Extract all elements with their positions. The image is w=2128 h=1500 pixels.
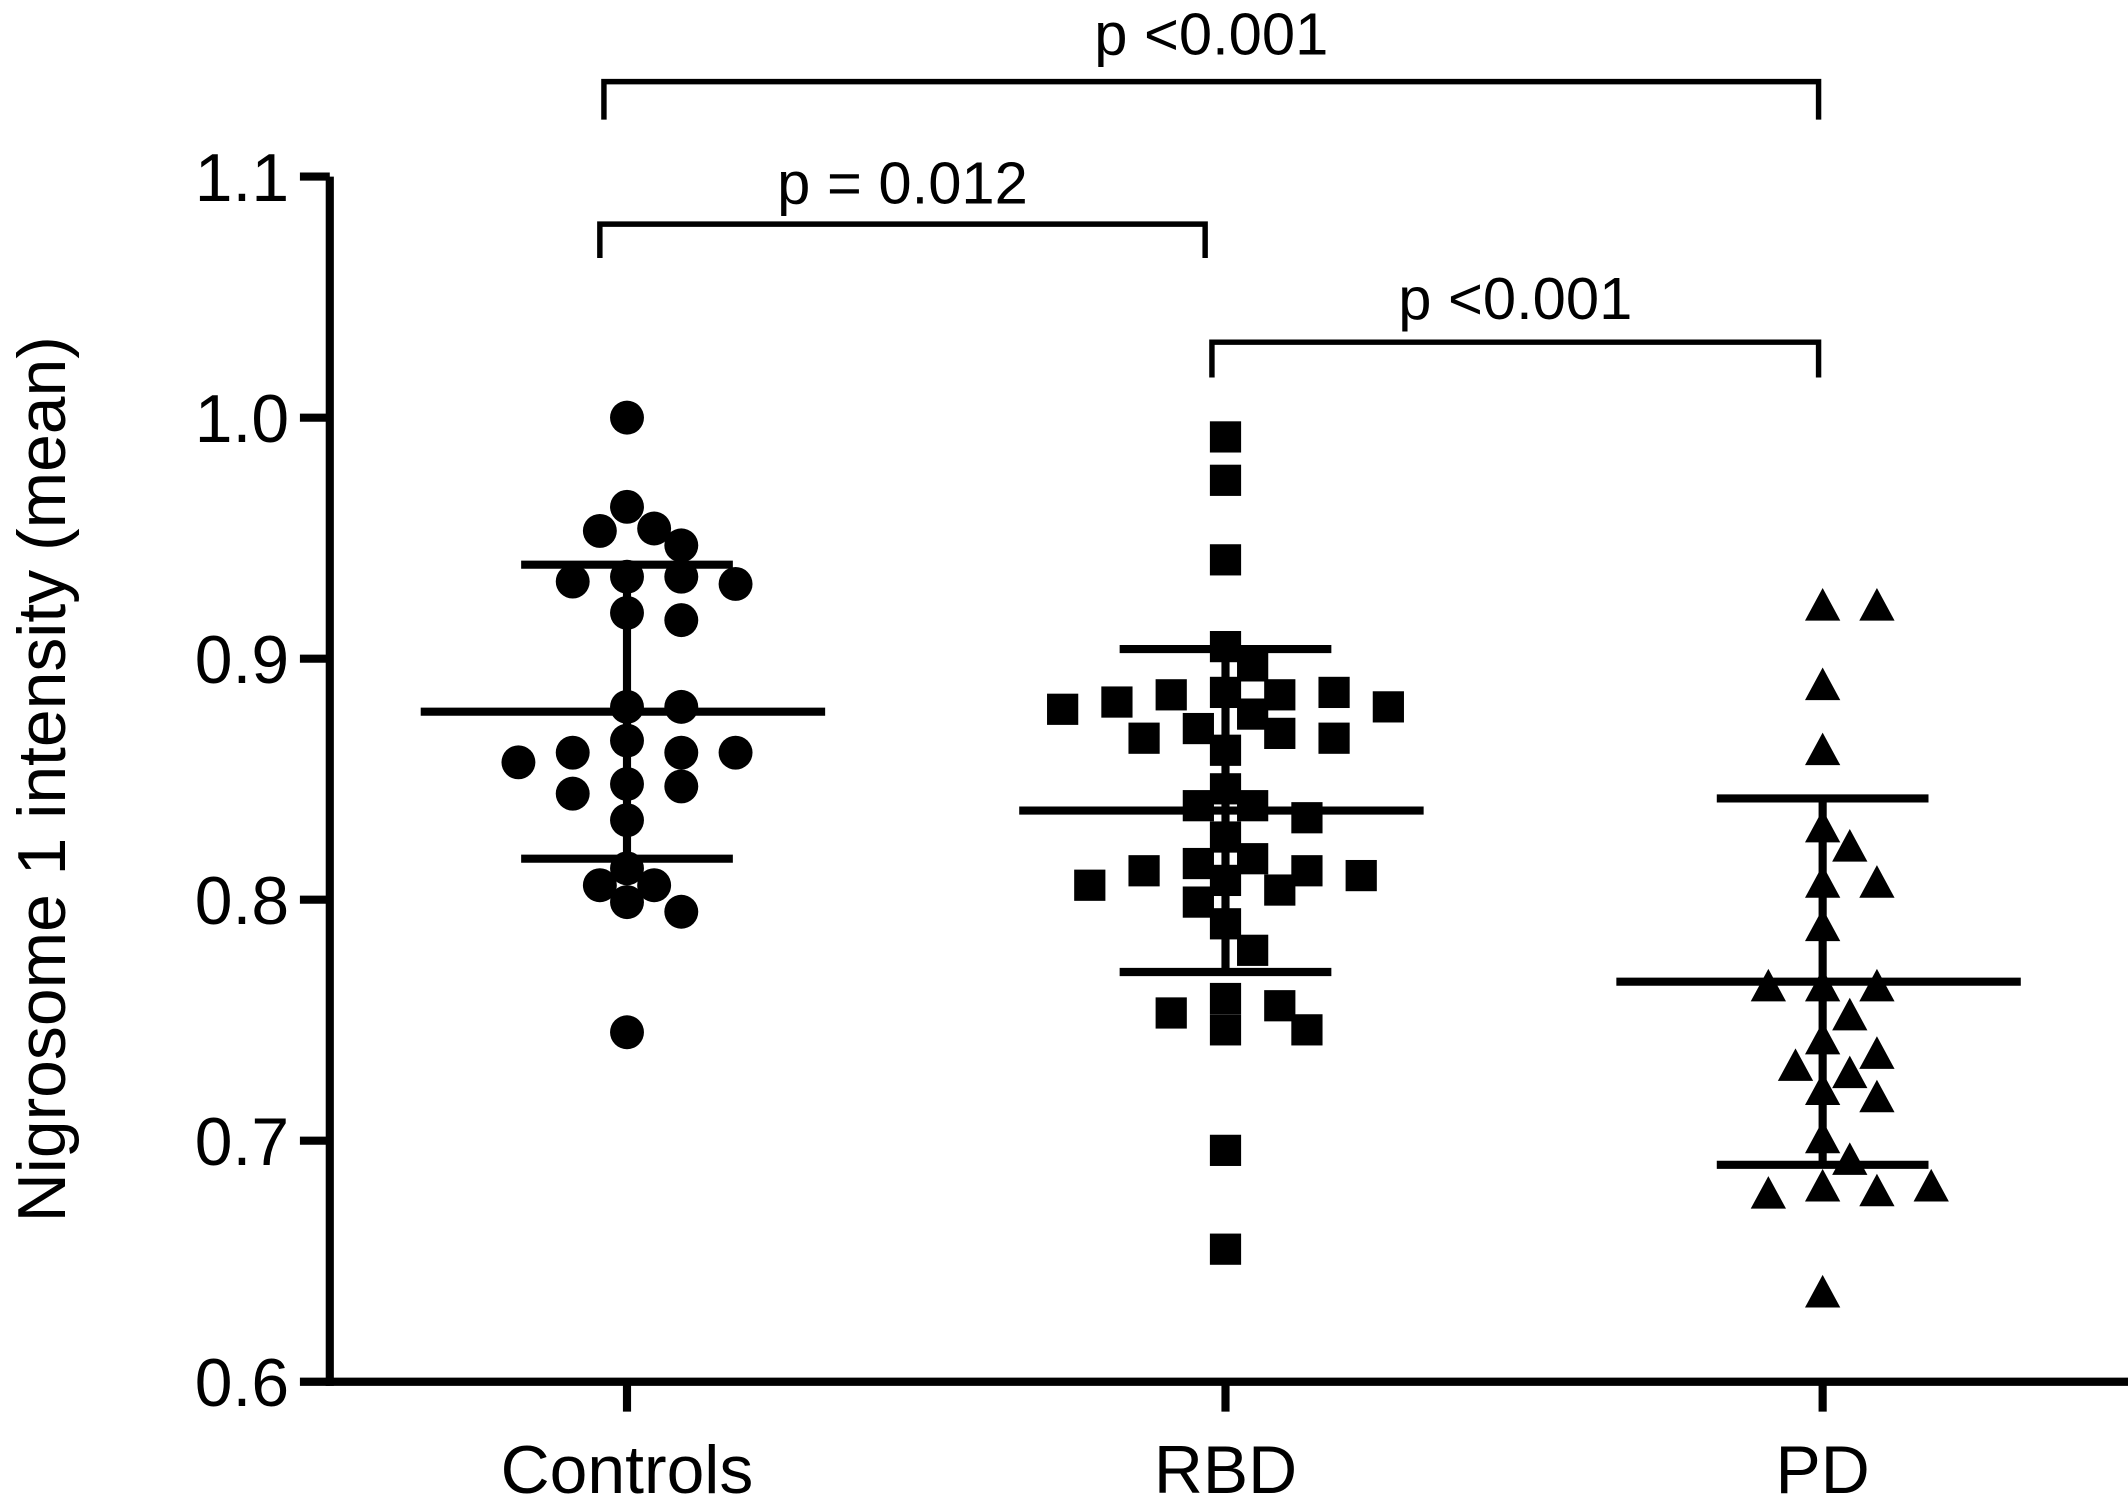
data-point [1264, 679, 1296, 711]
p-value: p <0.001 [1094, 0, 1328, 67]
data-point [1859, 1173, 1895, 1207]
data-point [1318, 722, 1350, 754]
data-point [664, 689, 699, 724]
y-tick-label: 0.8 [195, 864, 289, 939]
y-tick-label: 0.7 [195, 1105, 289, 1180]
x-tick-label: Controls [501, 1433, 754, 1500]
data-point [1182, 847, 1214, 880]
data-point [1832, 997, 1868, 1031]
data-point [1832, 829, 1868, 862]
data-point [610, 400, 644, 435]
data-point [1074, 869, 1106, 901]
data-point [1209, 421, 1242, 453]
data-point [664, 528, 699, 563]
data-point [1805, 732, 1841, 766]
data-point [1128, 722, 1160, 754]
data-point [555, 564, 590, 599]
data-point [1237, 934, 1269, 966]
data-point [1101, 686, 1133, 718]
significance-bracket [597, 221, 1208, 259]
data-point [718, 735, 753, 770]
data-point [1750, 1176, 1786, 1209]
data-point [1237, 790, 1269, 822]
data-point [637, 868, 672, 903]
data-point [610, 1015, 644, 1050]
data-point [1805, 1168, 1841, 1202]
data-point [1237, 650, 1269, 682]
data-point [1209, 982, 1242, 1015]
significance-bracket [601, 78, 1822, 120]
data-point [1372, 691, 1404, 723]
data-point [1237, 843, 1269, 875]
data-point [555, 735, 590, 770]
data-point [582, 868, 617, 903]
data-point [1209, 1233, 1242, 1265]
data-point [664, 894, 699, 929]
data-point [1155, 997, 1187, 1029]
data-point [610, 885, 644, 920]
data-point [555, 776, 590, 811]
data-point [1264, 874, 1296, 906]
p-value: p <0.001 [1398, 265, 1632, 332]
significance-bracket [1209, 339, 1822, 378]
data-point [637, 511, 672, 546]
data-point [1047, 693, 1079, 725]
data-point [610, 489, 644, 524]
data-point [1913, 1168, 1949, 1202]
data-point [1318, 676, 1350, 709]
data-point [1859, 1036, 1895, 1069]
x-tick-label: RBD [1154, 1433, 1297, 1500]
data-point [1859, 1079, 1895, 1113]
y-axis-label: Nigrosome 1 intensity (mean) [5, 336, 80, 1222]
data-point [1182, 790, 1214, 822]
y-tick-label: 1.1 [195, 141, 289, 216]
data-point [1345, 859, 1377, 892]
data-point [1805, 587, 1841, 621]
data-point [1832, 1055, 1868, 1089]
x-tick-label: PD [1776, 1433, 1870, 1500]
data-point [1859, 587, 1895, 621]
y-tick-label: 1.0 [195, 382, 289, 457]
data-point [1264, 990, 1296, 1022]
p-value: p = 0.012 [777, 150, 1028, 217]
data-point [1128, 855, 1160, 887]
data-point [1182, 886, 1214, 918]
data-point [582, 513, 617, 548]
data-point [718, 566, 753, 601]
data-point [1832, 1142, 1868, 1175]
data-point [1182, 712, 1214, 745]
data-point [664, 735, 699, 770]
data-point [1237, 698, 1269, 730]
data-point [1209, 1134, 1242, 1166]
data-point [1859, 865, 1895, 898]
data-point [664, 769, 699, 804]
data-point [664, 603, 699, 638]
data-point [1805, 667, 1841, 701]
data-point [1209, 1014, 1242, 1046]
data-point [1209, 464, 1242, 496]
data-point [501, 745, 536, 780]
data-point [1209, 544, 1242, 576]
y-tick-label: 0.9 [195, 623, 289, 698]
data-point [1777, 1048, 1814, 1081]
data-point [1291, 855, 1323, 887]
data-point [1291, 1014, 1323, 1046]
data-point [1805, 1274, 1841, 1308]
data-point [1264, 717, 1296, 749]
data-point [1155, 679, 1187, 711]
y-tick-label: 0.6 [195, 1346, 289, 1421]
